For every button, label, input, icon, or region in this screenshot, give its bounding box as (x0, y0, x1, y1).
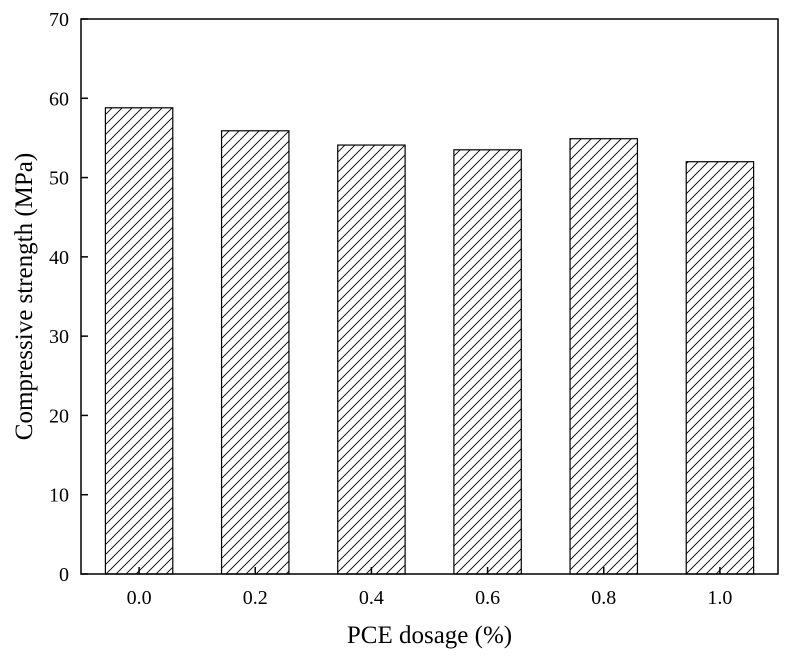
x-tick-label: 0.0 (127, 587, 152, 609)
x-tick-label: 0.8 (591, 587, 616, 609)
x-tick-label: 1.0 (707, 587, 732, 609)
bar-0.4 (337, 144, 406, 575)
bar-0.6 (453, 149, 522, 575)
x-tick-label: 0.4 (359, 587, 384, 609)
x-tick-label: 0.2 (243, 587, 268, 609)
y-axis-title: Compressive strength (MPa) (11, 153, 38, 440)
y-tick-label: 70 (49, 9, 69, 31)
bar-1.0 (685, 161, 755, 575)
x-axis-title: PCE dosage (%) (347, 622, 512, 649)
x-tick-label: 0.6 (475, 587, 500, 609)
x-axis-ticks: 0.0 0.2 0.4 0.6 0.8 1.0 (127, 567, 732, 609)
y-tick-label: 50 (49, 168, 69, 190)
bar-0.0 (104, 107, 174, 575)
y-axis-ticks: 0 10 20 30 40 50 60 70 (49, 9, 88, 586)
y-tick-label: 40 (49, 247, 69, 269)
y-tick-label: 10 (49, 485, 69, 507)
bar-0.2 (220, 130, 290, 575)
y-tick-label: 20 (49, 405, 69, 427)
bars-group (104, 107, 755, 575)
y-tick-label: 0 (59, 564, 69, 586)
y-tick-label: 30 (49, 326, 69, 348)
plot-area-frame (80, 18, 779, 575)
bar-0.8 (569, 138, 639, 575)
y-tick-label: 60 (49, 88, 69, 110)
